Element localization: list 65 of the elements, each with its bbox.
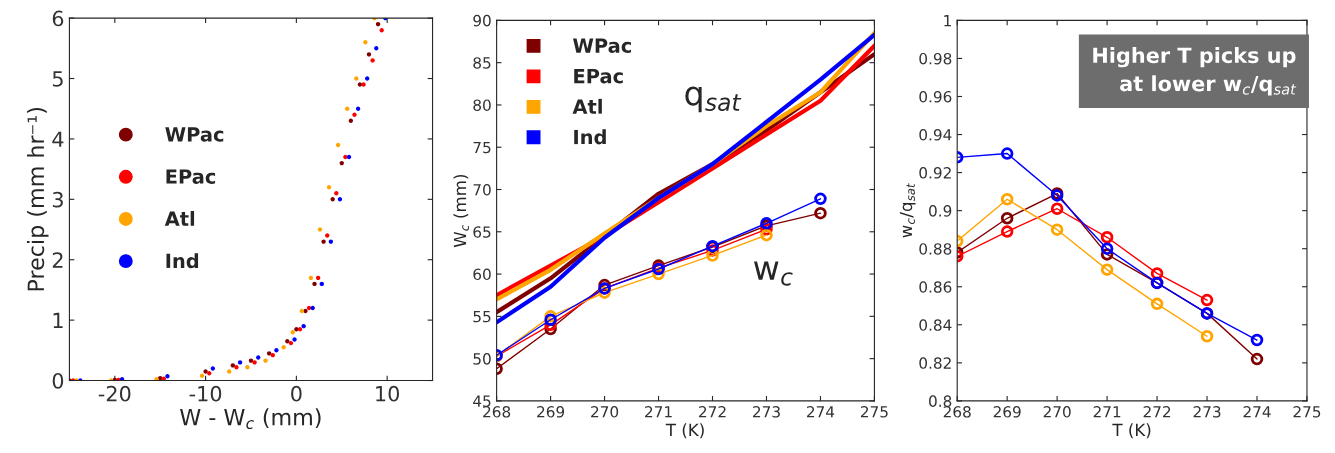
x-tick-label: 273 (753, 406, 780, 418)
legend-label: WPac (573, 38, 631, 53)
x-axis-title: T (K) (1112, 423, 1151, 439)
y-tick-label: 0.88 (919, 243, 952, 255)
y-tick-label: 3 (52, 191, 63, 208)
annotation: q$_{sat}$ (685, 86, 742, 113)
legend-label: Atl (572, 98, 602, 114)
y-axis-title: Precip (mm hr⁻¹) (27, 108, 49, 291)
y-tick-label: 0.9 (929, 205, 952, 217)
y-tick-label: 90 (473, 14, 491, 27)
x-tick-label: 274 (1243, 406, 1271, 418)
y-tick-label: 0.98 (919, 52, 952, 65)
y-tick-label: 0.82 (919, 357, 951, 369)
annotation: Higher T picks up at lower w$_{c}$/q$_{sat}$ (1093, 47, 1297, 96)
y-tick-label: 50 (473, 353, 491, 365)
y-tick-label: 55 (473, 311, 491, 323)
x-axis-title: T (K) (665, 423, 704, 439)
legend-label: EPac (574, 68, 623, 84)
x-tick-label: 269 (537, 406, 565, 418)
y-tick-label: 1 (53, 312, 63, 329)
legend-label: EPac (166, 169, 216, 184)
x-tick-label: 275 (860, 406, 888, 418)
x-tick-label: 268 (943, 406, 971, 418)
y-tick-label: 0.92 (919, 167, 951, 179)
legend-label: Atl (164, 210, 195, 226)
x-tick-label: 274 (806, 406, 835, 418)
y-tick-label: 1 (944, 15, 951, 27)
x-axis-title: W - W$_{c}$ (mm) (180, 408, 321, 430)
x-tick-label: 270 (1043, 406, 1071, 418)
y-tick-label: 65 (473, 226, 491, 238)
y-tick-label: 70 (473, 183, 491, 196)
legend-label: Ind (166, 253, 199, 269)
x-tick-label: 271 (1093, 406, 1121, 418)
y-tick-label: 45 (473, 395, 491, 407)
x-tick-label: 272 (1143, 406, 1171, 418)
x-tick-label: 275 (1293, 406, 1321, 418)
legend-label: Ind (574, 129, 606, 145)
y-tick-label: 0.8 (929, 395, 952, 407)
y-axis-title: W$_{c}$ (mm) (453, 174, 469, 248)
y-tick-label: 6 (52, 10, 64, 27)
x-tick-label: 273 (1193, 406, 1221, 418)
y-tick-label: 0.86 (919, 281, 952, 293)
y-tick-label: 0.94 (919, 129, 952, 141)
y-tick-label: 0.84 (919, 319, 952, 331)
x-tick-label: 272 (699, 406, 726, 418)
legend-label: WPac (165, 127, 224, 142)
y-axis-title: w$_{c}$/q$_{sat}$ (899, 183, 916, 238)
y-tick-label: 85 (473, 57, 491, 69)
y-tick-label: 60 (473, 268, 491, 281)
x-tick-label: 271 (645, 406, 672, 418)
x-tick-label: 0 (291, 385, 302, 402)
x-tick-label: -10 (189, 385, 222, 402)
y-tick-label: 0.96 (919, 90, 952, 103)
x-tick-label: 10 (376, 385, 400, 402)
x-tick-label: 268 (483, 406, 511, 418)
x-tick-label: 270 (591, 406, 619, 418)
y-tick-label: 4 (52, 131, 64, 147)
y-tick-label: 2 (52, 252, 63, 268)
y-tick-label: 0 (52, 372, 64, 389)
y-tick-label: 5 (52, 71, 63, 87)
y-tick-label: 75 (473, 141, 491, 154)
y-tick-label: 80 (473, 99, 491, 111)
x-tick-label: -20 (98, 385, 131, 402)
annotation: w$_{c}$ (753, 261, 793, 286)
x-tick-label: 269 (993, 406, 1021, 418)
